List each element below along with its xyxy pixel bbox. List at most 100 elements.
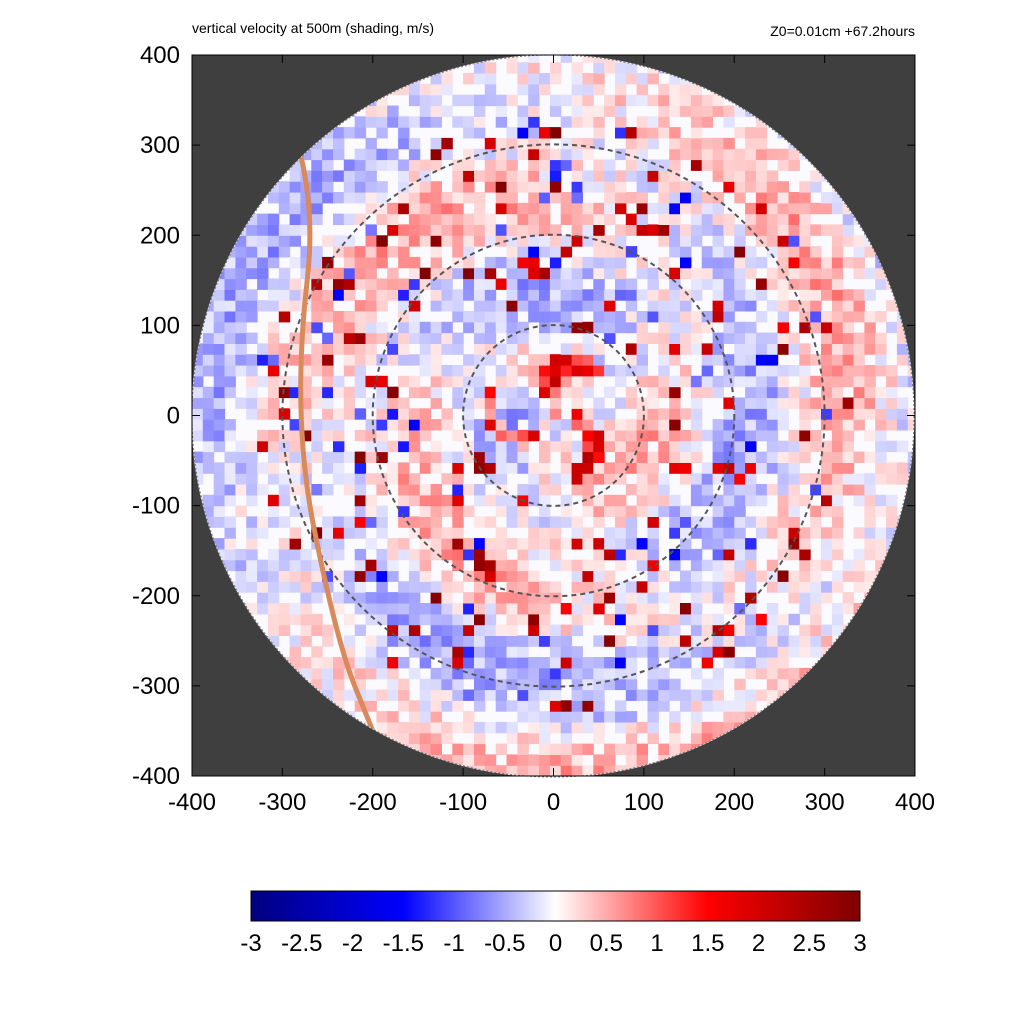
field-cell — [408, 711, 421, 723]
field-cell — [235, 289, 247, 301]
field-cell — [289, 397, 301, 409]
field-cell — [788, 278, 800, 290]
field-cell — [636, 289, 648, 301]
field-cell — [723, 267, 735, 280]
field-cell — [528, 375, 540, 388]
field-cell — [636, 192, 648, 204]
field-cell — [734, 235, 746, 247]
field-cell — [875, 267, 887, 280]
field-cell — [354, 386, 367, 399]
field-cell — [625, 657, 638, 669]
field-cell — [723, 592, 735, 604]
field-cell — [701, 678, 714, 691]
field-cell — [506, 311, 518, 323]
field-cell — [712, 570, 724, 582]
field-cell — [755, 527, 768, 539]
field-cell — [560, 732, 573, 745]
field-cell — [495, 386, 508, 399]
field-cell — [235, 267, 247, 280]
field-cell — [289, 570, 301, 582]
field-cell — [398, 375, 410, 388]
field-cell — [278, 354, 291, 366]
field-cell — [333, 235, 345, 247]
field-cell — [647, 721, 659, 734]
field-cell — [582, 613, 594, 626]
field-cell — [430, 300, 442, 312]
field-cell — [799, 267, 811, 280]
field-cell — [224, 267, 236, 280]
field-cell — [528, 256, 540, 269]
field-cell — [842, 473, 855, 485]
field-cell — [658, 311, 670, 323]
field-cell — [474, 267, 486, 280]
field-cell — [354, 473, 367, 485]
field-cell — [506, 462, 518, 474]
field-cell — [408, 386, 421, 399]
field-cell — [604, 181, 616, 193]
field-cell — [604, 473, 616, 485]
field-cell — [647, 624, 659, 636]
field-cell — [430, 192, 442, 204]
field-cell — [799, 451, 811, 463]
field-cell — [831, 484, 844, 496]
field-cell — [506, 137, 518, 150]
field-cell — [289, 548, 301, 561]
field-cell — [658, 429, 670, 442]
field-cell — [495, 473, 508, 485]
field-cell — [723, 224, 735, 236]
field-cell — [690, 624, 703, 636]
field-cell — [430, 235, 442, 247]
field-cell — [495, 343, 508, 355]
field-cell — [864, 516, 876, 528]
field-cell — [853, 527, 865, 539]
field-cell — [658, 267, 670, 280]
field-cell — [690, 408, 703, 420]
field-cell — [734, 148, 746, 161]
field-cell — [539, 657, 551, 669]
field-cell — [810, 354, 822, 366]
field-cell — [506, 538, 518, 550]
field-cell — [224, 386, 236, 399]
field-cell — [539, 365, 551, 377]
field-cell — [419, 689, 432, 701]
field-cell — [300, 667, 312, 680]
field-cell — [886, 365, 898, 377]
field-cell — [365, 505, 377, 517]
field-cell — [712, 473, 724, 485]
field-cell — [311, 429, 323, 442]
field-cell — [246, 581, 258, 593]
field-cell — [343, 170, 356, 182]
field-cell — [539, 451, 551, 463]
field-cell — [278, 559, 291, 572]
field-cell — [560, 267, 573, 280]
field-cell — [474, 397, 486, 409]
field-cell — [430, 213, 442, 225]
field-cell — [289, 278, 301, 290]
field-cell — [864, 494, 876, 507]
field-cell — [593, 548, 605, 561]
field-cell — [658, 592, 670, 604]
field-cell — [224, 300, 236, 312]
field-cell — [289, 440, 301, 453]
field-cell — [831, 343, 844, 355]
field-cell — [896, 397, 909, 409]
field-cell — [886, 375, 898, 388]
field-cell — [821, 462, 833, 474]
field-cell — [539, 721, 551, 734]
field-cell — [799, 667, 811, 680]
field-cell — [441, 137, 453, 150]
field-cell — [745, 429, 757, 442]
field-cell — [257, 440, 269, 453]
field-cell — [430, 624, 442, 636]
field-cell — [311, 343, 323, 355]
field-cell — [734, 365, 746, 377]
field-cell — [484, 592, 497, 604]
field-cell — [615, 473, 627, 485]
field-cell — [408, 635, 421, 647]
field-cell — [484, 646, 497, 658]
field-cell — [647, 224, 659, 236]
field-cell — [278, 581, 291, 593]
field-cell — [419, 224, 432, 236]
field-cell — [766, 689, 779, 701]
field-cell — [463, 689, 475, 701]
